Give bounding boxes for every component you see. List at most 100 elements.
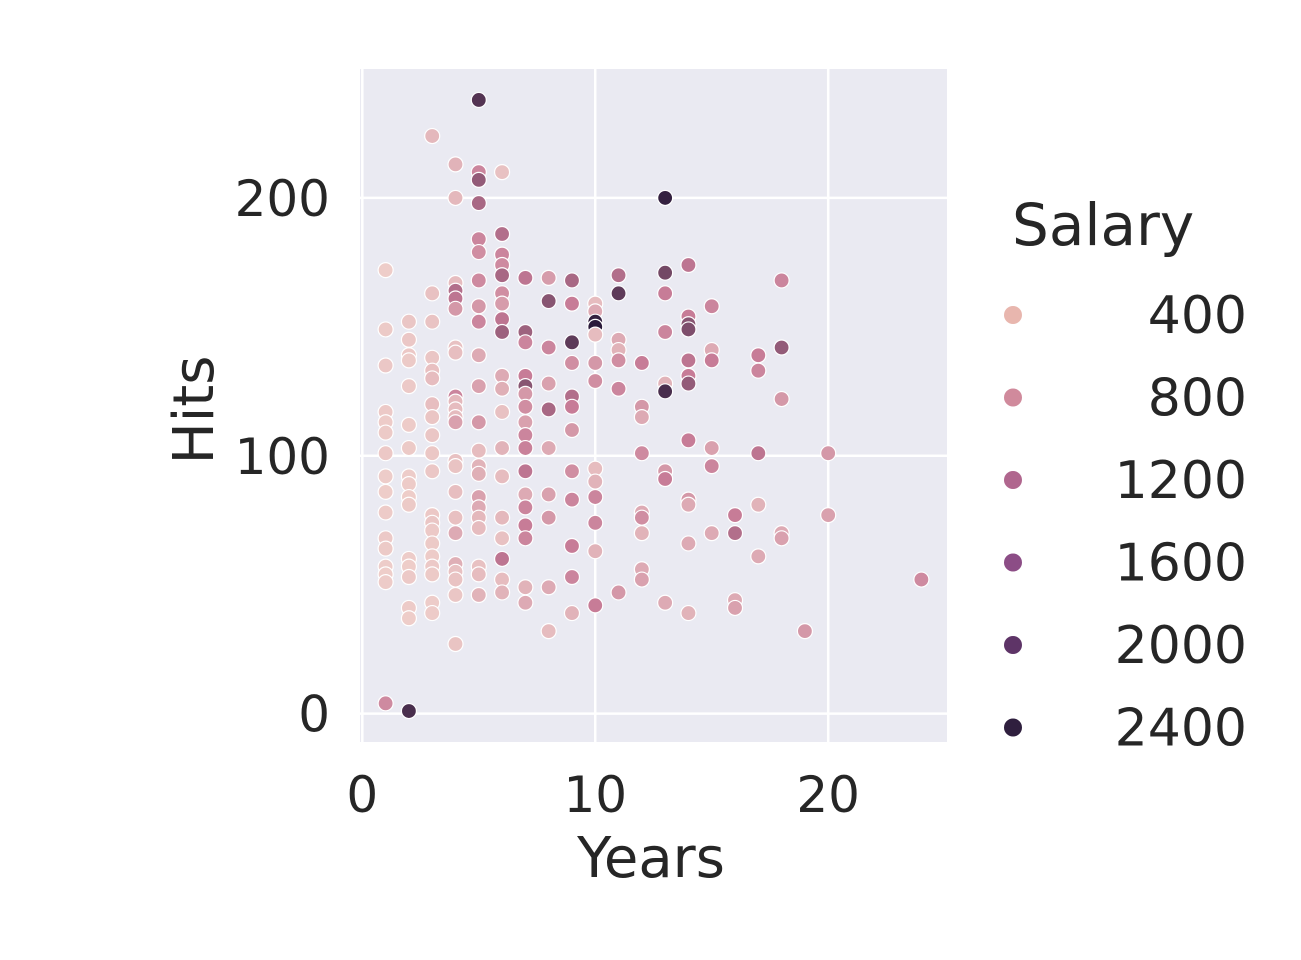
- data-point: [773, 390, 790, 408]
- legend-marker: [1004, 636, 1022, 654]
- data-point: [493, 323, 511, 341]
- data-point: [470, 91, 487, 109]
- data-point: [657, 594, 674, 611]
- data-point: [493, 509, 511, 526]
- data-point: [703, 439, 720, 457]
- data-point: [726, 599, 744, 617]
- data-point: [563, 421, 581, 439]
- data-point: [470, 171, 487, 188]
- data-point: [587, 514, 604, 531]
- data-point: [703, 525, 720, 542]
- data-point: [377, 468, 394, 485]
- y-tick-label: 0: [298, 686, 330, 744]
- data-point: [470, 272, 487, 289]
- legend-label: 2400: [1115, 699, 1247, 759]
- data-point: [447, 300, 464, 317]
- data-point: [400, 378, 418, 395]
- data-point: [493, 550, 511, 568]
- data-point: [610, 285, 627, 302]
- data-point: [424, 566, 441, 583]
- legend-marker: [1004, 388, 1022, 407]
- data-point: [470, 378, 487, 395]
- data-point: [470, 414, 487, 431]
- data-point: [587, 372, 604, 390]
- data-point: [517, 579, 534, 596]
- data-point: [540, 579, 557, 596]
- data-point: [773, 530, 790, 547]
- data-point: [400, 439, 418, 457]
- data-point: [400, 313, 418, 330]
- data-point: [470, 442, 487, 459]
- data-point: [540, 339, 557, 356]
- data-point: [563, 463, 581, 480]
- data-point: [540, 269, 557, 286]
- data-point: [493, 164, 511, 181]
- data-point: [540, 486, 557, 503]
- data-point: [447, 156, 464, 173]
- data-point: [517, 594, 534, 611]
- data-point: [680, 535, 697, 552]
- data-point: [680, 256, 697, 274]
- data-point: [587, 354, 604, 372]
- data-point: [633, 571, 650, 588]
- data-point: [470, 243, 487, 261]
- data-point: [517, 463, 534, 480]
- data-point: [750, 362, 767, 379]
- data-point: [377, 504, 394, 521]
- data-point: [377, 445, 394, 462]
- data-point: [447, 344, 464, 361]
- legend: 400 800 1200 1600 2000 2400: [1004, 286, 1247, 759]
- data-point: [540, 401, 557, 418]
- data-point: [680, 321, 697, 338]
- data-point: [680, 604, 697, 622]
- data-point: [424, 604, 441, 622]
- data-point: [517, 499, 534, 516]
- data-point: [470, 586, 487, 604]
- data-point: [750, 496, 767, 513]
- data-point: [493, 468, 511, 485]
- data-point: [447, 525, 464, 542]
- data-point: [400, 496, 418, 513]
- data-point: [400, 416, 418, 433]
- data-point: [470, 347, 487, 364]
- data-point: [447, 483, 464, 500]
- grid-lines: [360, 69, 947, 742]
- data-point: [424, 427, 441, 444]
- data-point: [587, 597, 604, 614]
- data-point: [563, 334, 581, 351]
- data-point: [540, 375, 557, 392]
- data-point: [750, 445, 767, 462]
- legend-label: 1200: [1115, 451, 1247, 511]
- data-point: [400, 610, 418, 627]
- legend-marker: [1004, 471, 1022, 489]
- data-point: [447, 635, 464, 653]
- data-point: [493, 439, 511, 457]
- data-point: [680, 352, 697, 369]
- data-point: [657, 285, 674, 302]
- data-point: [470, 194, 487, 212]
- y-tick-labels: 0 100 200: [235, 170, 330, 744]
- data-point: [703, 352, 720, 369]
- x-tick-label: 10: [563, 766, 627, 824]
- data-point: [377, 540, 394, 557]
- data-point: [680, 375, 697, 392]
- legend-label: 800: [1148, 369, 1247, 429]
- data-point: [424, 285, 441, 302]
- data-point: [400, 352, 418, 369]
- data-point: [424, 445, 441, 462]
- data-point: [610, 380, 627, 397]
- data-point: [563, 491, 581, 508]
- legend-marker: [1004, 553, 1022, 572]
- data-point: [517, 530, 534, 547]
- data-point: [610, 352, 627, 369]
- data-point: [820, 445, 837, 462]
- data-point: [517, 439, 534, 457]
- data-point: [563, 354, 581, 372]
- y-tick-label: 200: [235, 170, 330, 228]
- data-point: [493, 267, 511, 284]
- legend-label: 400: [1148, 286, 1247, 346]
- data-point: [703, 457, 720, 475]
- data-point: [563, 398, 581, 415]
- data-point: [540, 509, 557, 526]
